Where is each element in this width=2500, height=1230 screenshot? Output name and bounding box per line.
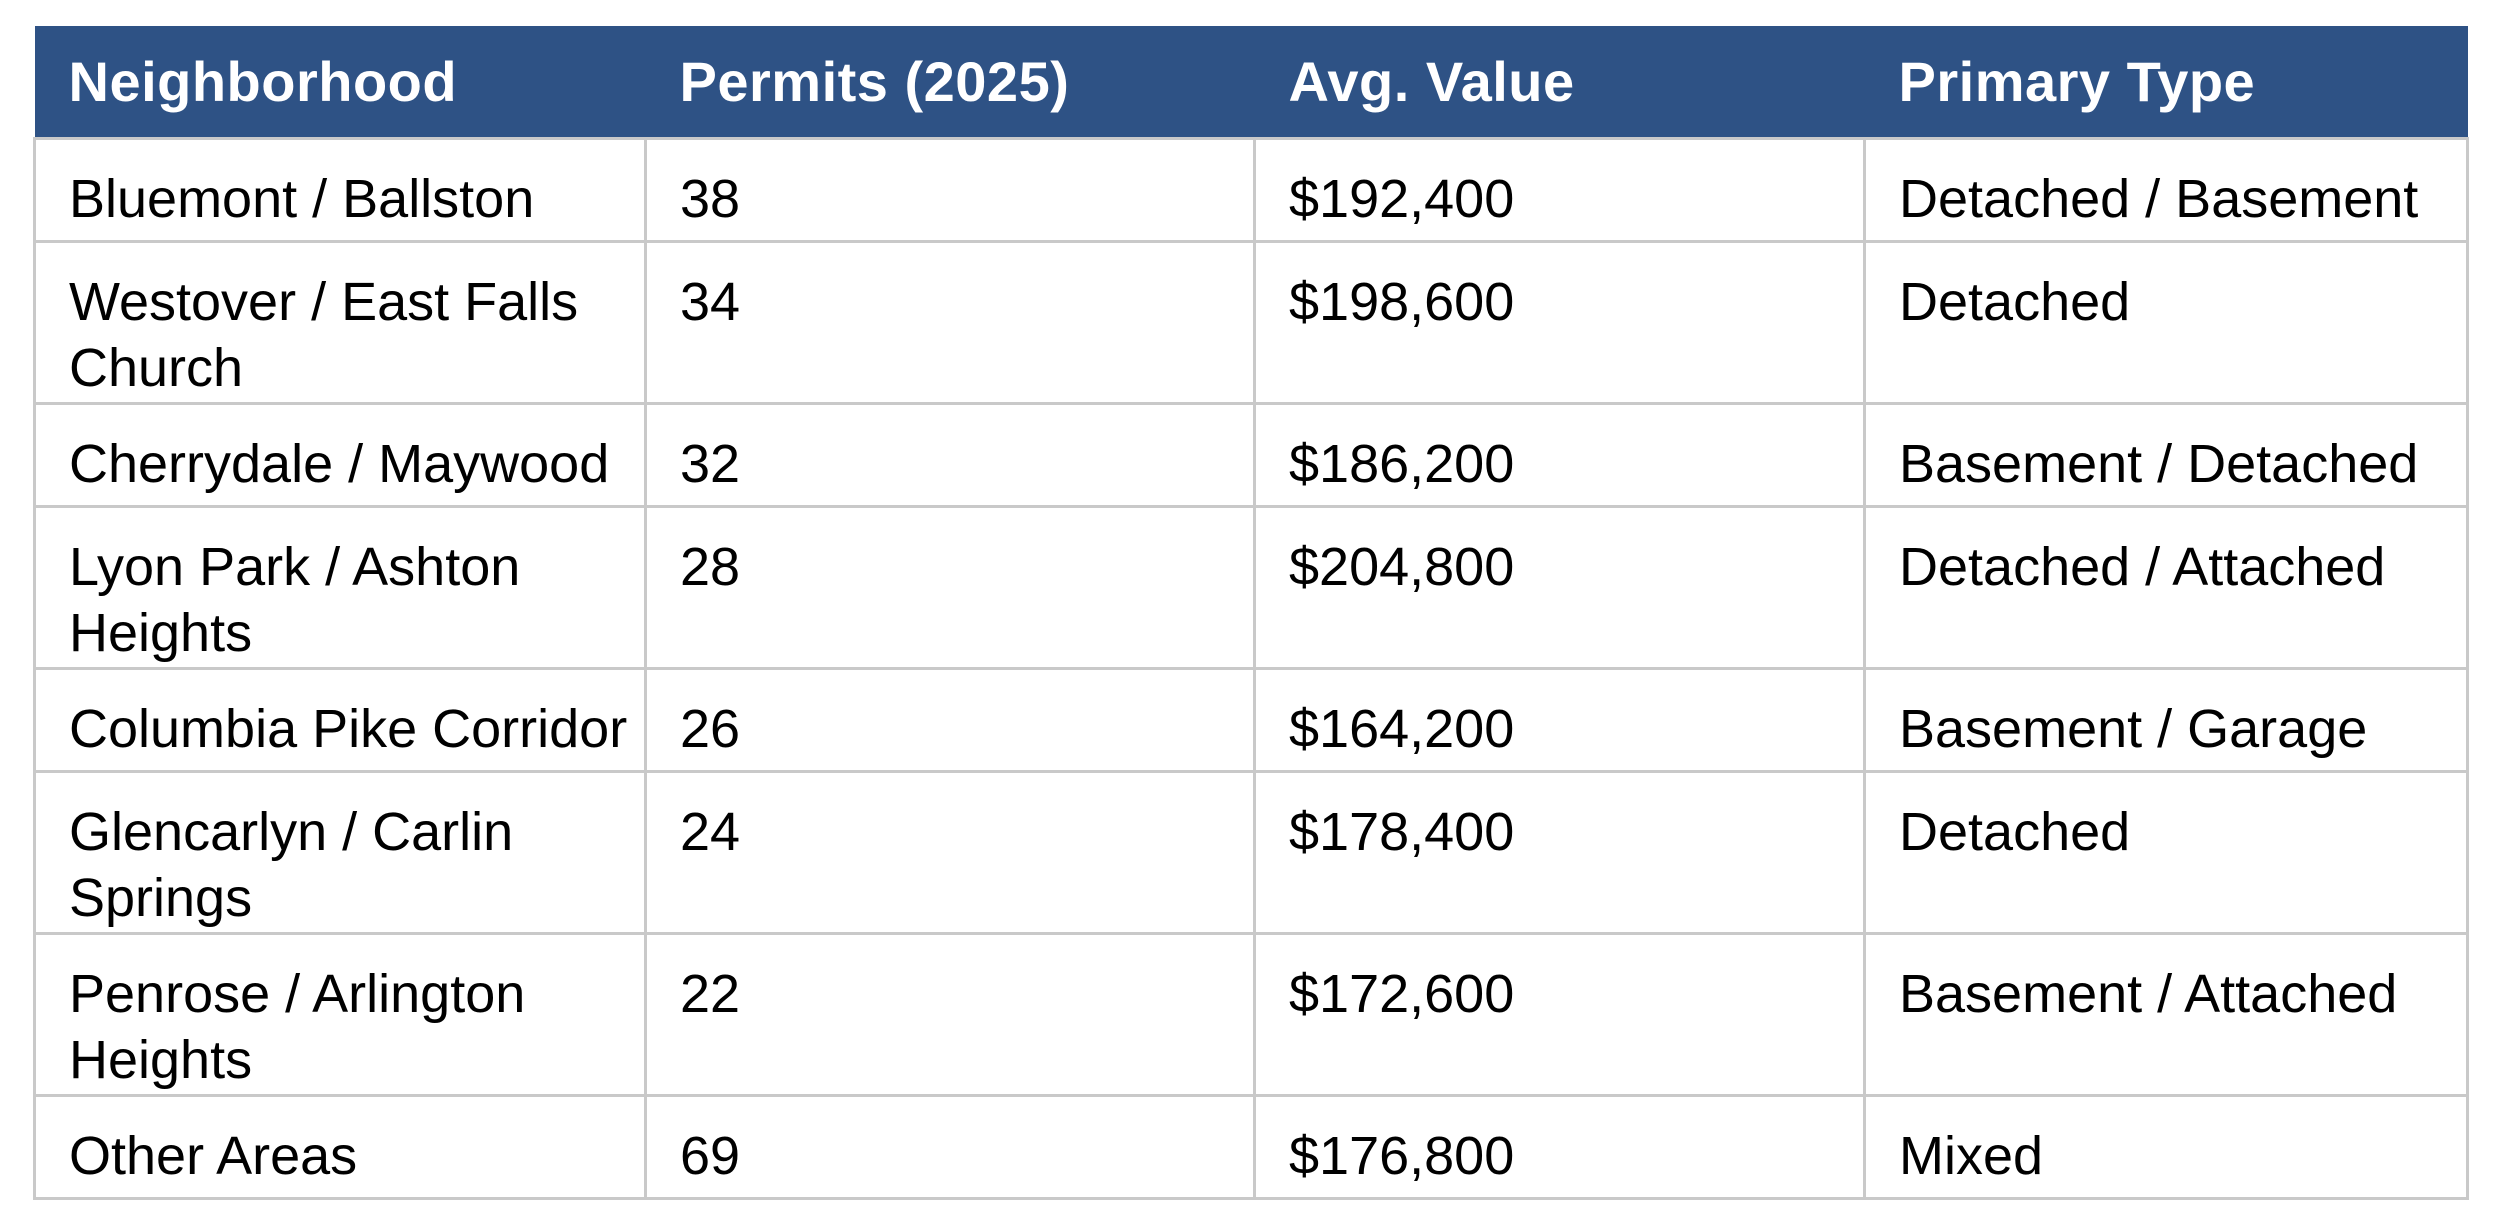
cell-permits: 24: [644, 769, 1256, 935]
cell-primary-type: Basement / Attached: [1863, 931, 2469, 1097]
column-header-avg-value: Avg. Value: [1254, 26, 1865, 138]
cell-primary-type: Detached / Basement: [1863, 136, 2469, 243]
cell-neighborhood: Westover / East Falls Church: [33, 239, 647, 405]
table-row-bluemont-ballston: Bluemont / Ballston 38 $192,400 Detached…: [33, 136, 2469, 243]
neighborhood-permits-table: Neighborhood Permits (2025) Avg. Value P…: [33, 26, 2469, 1200]
table-row-westover-east-falls-church: Westover / East Falls Church 34 $198,600…: [33, 239, 2469, 405]
cell-permits: 38: [644, 136, 1256, 243]
cell-avg-value: $192,400: [1253, 136, 1866, 243]
table-row-columbia-pike-corridor: Columbia Pike Corridor 26 $164,200 Basem…: [33, 666, 2469, 773]
cell-primary-type: Detached: [1863, 239, 2469, 405]
cell-neighborhood: Bluemont / Ballston: [33, 136, 647, 243]
column-header-primary-type: Primary Type: [1864, 26, 2468, 138]
cell-primary-type: Basement / Garage: [1863, 666, 2469, 773]
cell-avg-value: $164,200: [1253, 666, 1866, 773]
cell-permits: 69: [644, 1093, 1256, 1200]
cell-neighborhood: Cherrydale / Maywood: [33, 401, 647, 508]
header-row: Neighborhood Permits (2025) Avg. Value P…: [34, 26, 2468, 138]
cell-primary-type: Basement / Detached: [1863, 401, 2469, 508]
column-header-neighborhood: Neighborhood: [34, 26, 646, 138]
table-row-glencarlyn-carlin-springs: Glencarlyn / Carlin Springs 24 $178,400 …: [33, 769, 2469, 935]
cell-neighborhood: Lyon Park / Ashton Heights: [33, 504, 647, 670]
cell-primary-type: Detached: [1863, 769, 2469, 935]
cell-primary-type: Detached / Attached: [1863, 504, 2469, 670]
cell-permits: 32: [644, 401, 1256, 508]
cell-permits: 34: [644, 239, 1256, 405]
cell-permits: 22: [644, 931, 1256, 1097]
table-row-cherrydale-maywood: Cherrydale / Maywood 32 $186,200 Basemen…: [33, 401, 2469, 508]
cell-permits: 28: [644, 504, 1256, 670]
cell-neighborhood: Other Areas: [33, 1093, 647, 1200]
cell-avg-value: $198,600: [1253, 239, 1866, 405]
table-row-other-areas: Other Areas 69 $176,800 Mixed: [33, 1093, 2469, 1200]
cell-avg-value: $176,800: [1253, 1093, 1866, 1200]
column-header-permits: Permits (2025): [645, 26, 1255, 138]
cell-neighborhood: Penrose / Arlington Heights: [33, 931, 647, 1097]
cell-avg-value: $186,200: [1253, 401, 1866, 508]
table-row-lyon-park-ashton-heights: Lyon Park / Ashton Heights 28 $204,800 D…: [33, 504, 2469, 670]
table-row-penrose-arlington-heights: Penrose / Arlington Heights 22 $172,600 …: [33, 931, 2469, 1097]
cell-avg-value: $172,600: [1253, 931, 1866, 1097]
cell-neighborhood: Columbia Pike Corridor: [33, 666, 647, 773]
cell-neighborhood: Glencarlyn / Carlin Springs: [33, 769, 647, 935]
cell-avg-value: $178,400: [1253, 769, 1866, 935]
cell-permits: 26: [644, 666, 1256, 773]
cell-primary-type: Mixed: [1863, 1093, 2469, 1200]
cell-avg-value: $204,800: [1253, 504, 1866, 670]
